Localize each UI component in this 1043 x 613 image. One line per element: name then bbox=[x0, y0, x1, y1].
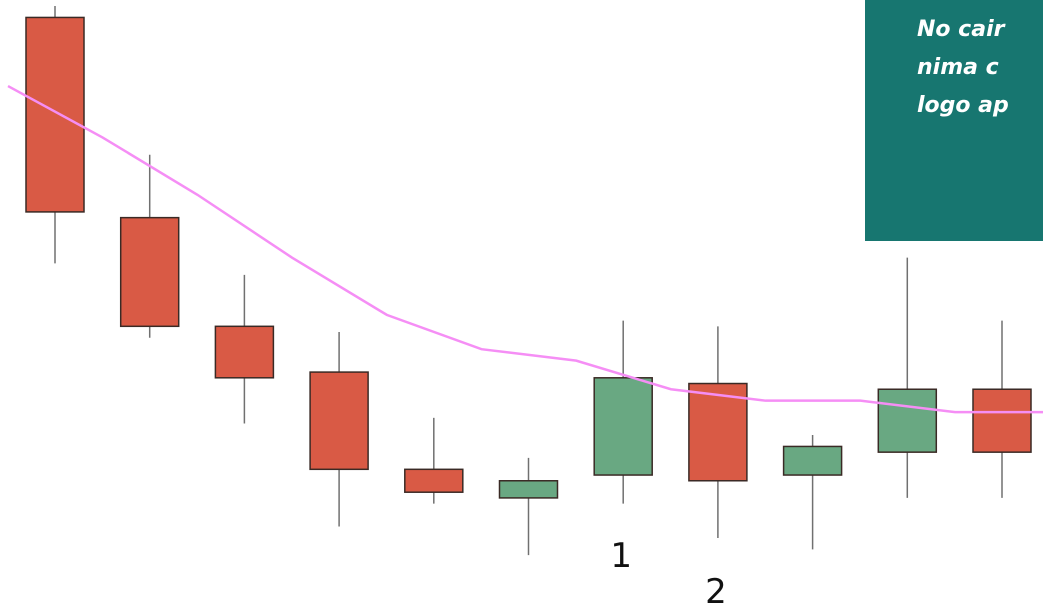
bullish-candle-body bbox=[498, 480, 559, 499]
bullish-candle-body bbox=[593, 377, 653, 476]
bearish-candle-body bbox=[214, 325, 275, 379]
bearish-candle-body bbox=[404, 468, 464, 493]
callout-line-3: logo ap bbox=[917, 93, 1009, 118]
bearish-candle-body bbox=[25, 16, 85, 213]
callout-line-2: nima c bbox=[917, 55, 999, 80]
wicks-layer bbox=[54, 6, 1003, 556]
bearish-candle-body bbox=[688, 382, 748, 482]
labels-layer: 12 bbox=[610, 536, 726, 612]
bearish-candle-body bbox=[119, 216, 180, 328]
bullish-candle-body bbox=[782, 445, 843, 476]
bearish-candle-body bbox=[309, 371, 369, 471]
bearish-candle-body bbox=[972, 388, 1032, 453]
callout-line-1: No cair bbox=[917, 17, 1005, 42]
candle-annotation-2: 2 bbox=[705, 572, 727, 612]
bullish-candle-body bbox=[877, 388, 938, 453]
moving-average-line bbox=[7, 84, 1043, 414]
candle-annotation-1: 1 bbox=[610, 536, 632, 576]
info-callout: No cair nima c logo ap bbox=[865, 0, 1043, 241]
bodies-layer bbox=[25, 16, 1032, 499]
